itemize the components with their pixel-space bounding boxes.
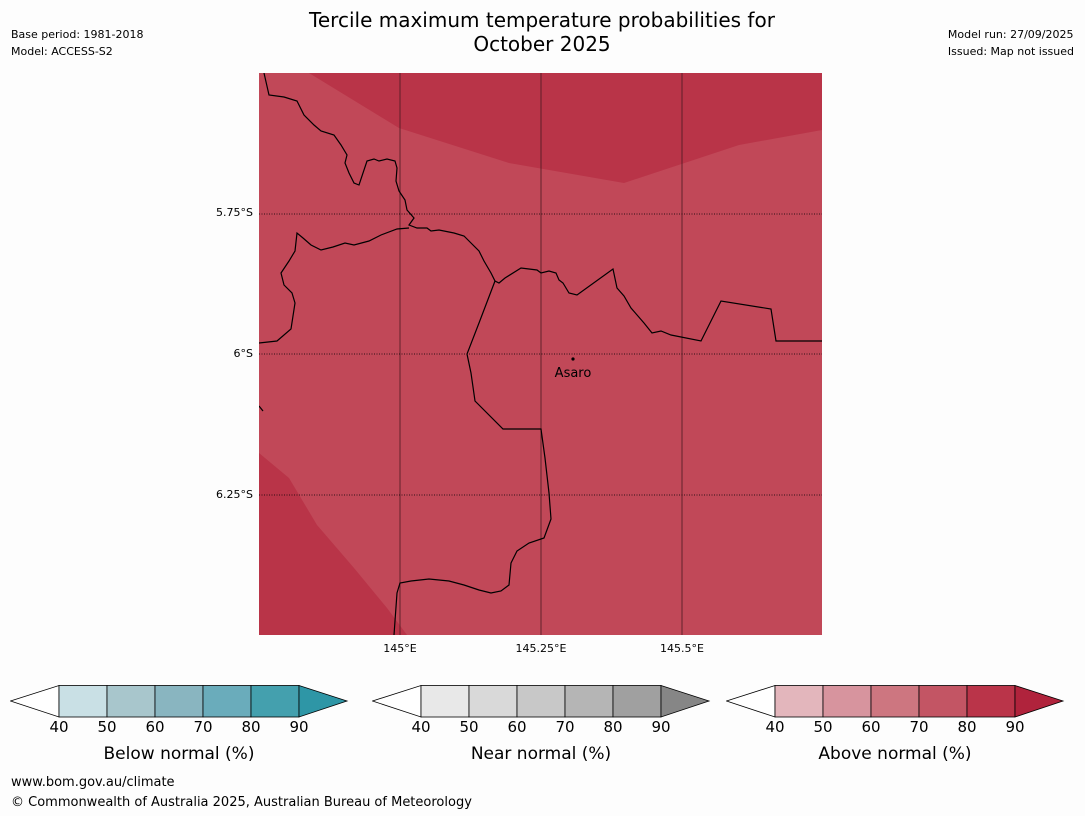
colorbar-below-label: Below normal (%) [103,744,255,764]
base-period: Base period: 1981-2018 [11,28,144,41]
place-marker-icon [571,357,575,361]
meta-right: Model run: 27/09/2025 Issued: Map not is… [948,26,1074,60]
model-name: Model: ACCESS-S2 [11,45,113,58]
lat-label-6-25: 6.25°S [216,488,253,501]
tick: 70 [909,718,929,736]
colorbar-above-seg-70-80 [918,685,968,718]
tick: 90 [651,718,671,736]
tick: 70 [555,718,575,736]
high-prob-region-southwest [259,453,407,635]
tick: 60 [507,718,527,736]
tick: 60 [861,718,881,736]
colorbar-below-seg-60-70 [154,685,204,718]
colorbar-near-seg-40-50 [420,685,470,718]
colorbar-near-seg-over [660,684,711,718]
lon-label-145-25: 145.25°E [515,642,567,655]
lon-label-145-5: 145.5°E [660,642,704,655]
probability-map[interactable]: Asaro [259,73,822,635]
map-title: Tercile maximum temperature probabilitie… [242,8,842,56]
colorbar-below-seg-70-80 [202,685,252,718]
tick: 90 [1005,718,1025,736]
colorbar-below-seg-under [10,684,60,718]
colorbar-near-seg-50-60 [468,685,518,718]
tick: 50 [459,718,479,736]
colorbar-above-normal [726,684,1065,718]
tick: 80 [603,718,623,736]
high-prob-region-north [309,73,822,183]
footer-url[interactable]: www.bom.gov.au/climate [11,775,175,790]
tick: 70 [193,718,213,736]
colorbar-below-seg-over [298,684,349,718]
colorbar-above-seg-60-70 [870,685,920,718]
meta-left: Base period: 1981-2018 Model: ACCESS-S2 [11,26,143,60]
tick: 90 [289,718,309,736]
lat-label-5-75: 5.75°S [216,206,253,219]
tick: 80 [957,718,977,736]
title-line-1: Tercile maximum temperature probabilitie… [309,8,775,32]
colorbar-above-seg-50-60 [822,685,872,718]
tick: 80 [241,718,261,736]
colorbar-near-seg-80-90 [612,685,662,718]
title-line-2: October 2025 [473,32,611,56]
tick: 40 [49,718,69,736]
colorbar-near-seg-under [372,684,422,718]
colorbar-below-seg-80-90 [250,685,300,718]
issued-status: Issued: Map not issued [947,45,1074,58]
colorbar-above-seg-under [726,684,776,718]
province-border-west [259,227,410,344]
colorbar-near-seg-60-70 [516,685,566,718]
colorbar-near-normal [372,684,711,718]
colorbar-below-seg-40-50 [58,685,108,718]
model-run: Model run: 27/09/2025 [947,28,1074,41]
map-canvas: Asaro [259,73,822,635]
colorbar-above-seg-40-50 [774,685,824,718]
tick: 50 [97,718,117,736]
footer-copyright: © Commonwealth of Australia 2025, Austra… [11,795,472,810]
colorbar-above-seg-over [1014,684,1065,718]
colorbar-above-seg-80-90 [966,685,1016,718]
province-border-south [393,280,552,635]
border-fragment [259,405,264,412]
colorbar-below-normal [10,684,349,718]
tick: 60 [145,718,165,736]
lon-label-145: 145°E [383,642,417,655]
colorbar-above-label: Above normal (%) [818,744,972,764]
lat-label-6: 6°S [233,347,253,360]
colorbar-near-seg-70-80 [564,685,614,718]
province-border-north [263,73,822,342]
tick: 50 [813,718,833,736]
colorbar-below-seg-50-60 [106,685,156,718]
tick: 40 [411,718,431,736]
tick: 40 [765,718,785,736]
place-label: Asaro [555,366,592,381]
colorbar-near-label: Near normal (%) [470,744,612,764]
